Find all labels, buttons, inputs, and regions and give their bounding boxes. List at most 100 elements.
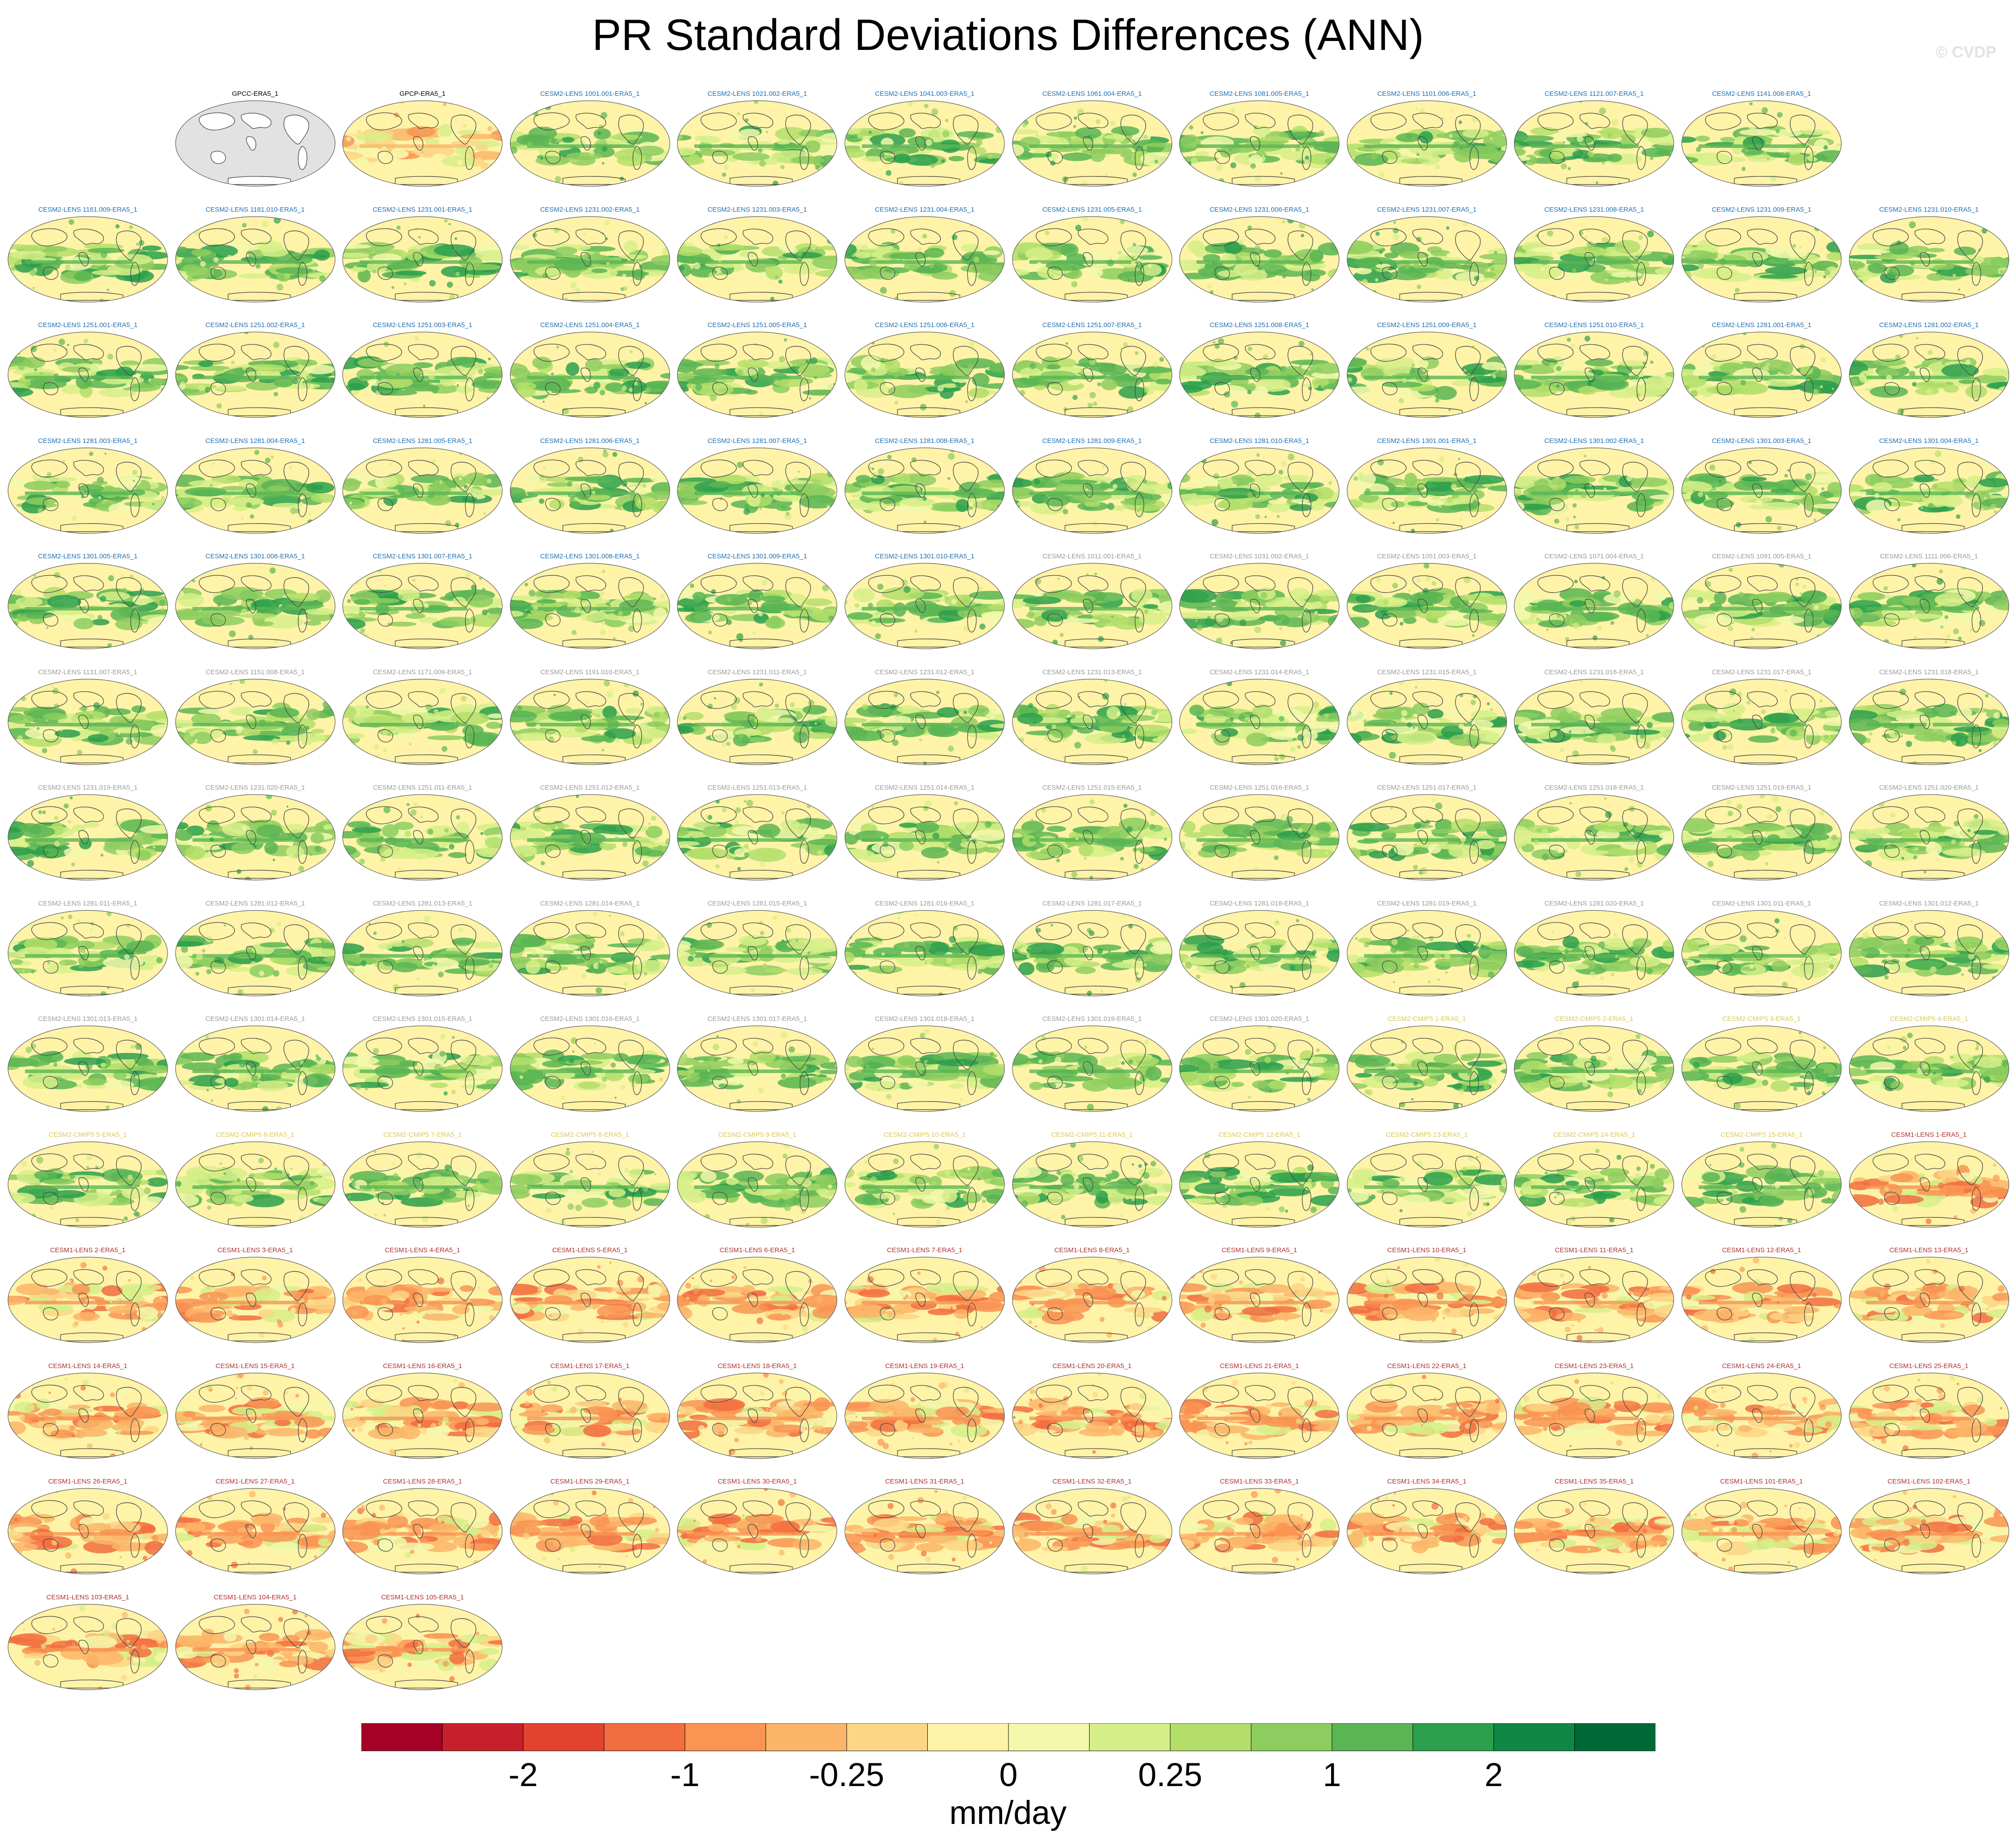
map-panel: CESM2-LENS 1301.010-ERA5_1 bbox=[844, 553, 1012, 664]
map-panel-title: CESM1-LENS 22-ERA5_1 bbox=[1387, 1362, 1467, 1370]
map-panel-title: CESM2-CMIP5 7-ERA5_1 bbox=[383, 1131, 462, 1139]
map-panel-title: CESM2-CMIP5 10-ERA5_1 bbox=[883, 1131, 966, 1139]
map-panel-plot bbox=[175, 1488, 336, 1574]
colorbar-swatch bbox=[1089, 1723, 1171, 1751]
map-panel-plot bbox=[1347, 332, 1507, 418]
map-panel: CESM1-LENS 103-ERA5_1 bbox=[7, 1594, 175, 1705]
map-panel-plot bbox=[844, 563, 1005, 649]
map-panel-plot bbox=[342, 910, 503, 996]
map-panel: CESM2-CMIP5 10-ERA5_1 bbox=[844, 1131, 1012, 1242]
map-panel: CESM2-LENS 1301.020-ERA5_1 bbox=[1179, 1015, 1346, 1127]
map-panel: CESM2-LENS 1251.007-ERA5_1 bbox=[1012, 321, 1179, 433]
map-panel-title: CESM1-LENS 104-ERA5_1 bbox=[213, 1593, 297, 1601]
map-panel-title: CESM1-LENS 103-ERA5_1 bbox=[46, 1593, 129, 1601]
map-panel-plot bbox=[8, 1141, 168, 1228]
map-panel: CESM2-LENS 1231.012-ERA5_1 bbox=[844, 668, 1012, 780]
map-panel-title: CESM2-LENS 1301.013-ERA5_1 bbox=[38, 1015, 138, 1023]
map-panel: CESM1-LENS 24-ERA5_1 bbox=[1681, 1362, 1848, 1474]
map-panel: CESM2-LENS 1251.016-ERA5_1 bbox=[1179, 784, 1346, 895]
map-panel-plot bbox=[342, 1603, 503, 1690]
map-panel-plot bbox=[1347, 1488, 1507, 1574]
colorbar-swatch bbox=[1574, 1723, 1655, 1751]
map-panel: CESM2-CMIP5 13-ERA5_1 bbox=[1346, 1131, 1514, 1242]
map-panel-title: CESM2-LENS 1251.013-ERA5_1 bbox=[707, 784, 807, 791]
map-panel-plot bbox=[1514, 910, 1674, 996]
colorbar-swatch bbox=[523, 1723, 605, 1751]
map-panel: CESM2-LENS 1231.013-ERA5_1 bbox=[1012, 668, 1179, 780]
map-panel: CESM2-LENS 1251.019-ERA5_1 bbox=[1681, 784, 1848, 895]
map-panel-title: CESM2-LENS 1251.015-ERA5_1 bbox=[1042, 784, 1142, 791]
map-panel-title: CESM2-LENS 1281.007-ERA5_1 bbox=[707, 437, 807, 445]
map-panel-title: CESM2-LENS 1231.003-ERA5_1 bbox=[707, 205, 807, 213]
map-panel-title: CESM2-CMIP5 1-ERA5_1 bbox=[1387, 1015, 1466, 1023]
map-panel-title: CESM1-LENS 28-ERA5_1 bbox=[383, 1478, 462, 1485]
map-panel: CESM2-LENS 1281.008-ERA5_1 bbox=[844, 437, 1012, 549]
map-panel-title: CESM2-LENS 1301.017-ERA5_1 bbox=[707, 1015, 807, 1023]
map-panel: CESM1-LENS 18-ERA5_1 bbox=[676, 1362, 844, 1474]
map-panel-plot bbox=[1347, 447, 1507, 534]
map-panel-plot bbox=[1681, 678, 1842, 765]
map-panel-plot bbox=[1347, 1141, 1507, 1228]
map-panel: CESM2-CMIP5 15-ERA5_1 bbox=[1681, 1131, 1848, 1242]
map-panel: CESM2-LENS 1111.006-ERA5_1 bbox=[1848, 553, 2016, 664]
colorbar bbox=[361, 1723, 1655, 1751]
map-panel-plot bbox=[175, 1025, 336, 1112]
map-panel-title: CESM2-LENS 1301.008-ERA5_1 bbox=[540, 553, 640, 560]
map-panel-plot bbox=[1012, 1257, 1172, 1343]
map-panel-plot bbox=[1347, 216, 1507, 303]
map-panel-plot bbox=[1012, 563, 1172, 649]
map-panel: CESM2-LENS 1231.009-ERA5_1 bbox=[1681, 206, 1848, 317]
map-panel-title: CESM1-LENS 9-ERA5_1 bbox=[1221, 1246, 1297, 1254]
map-panel-plot bbox=[1848, 678, 2009, 765]
colorbar-swatch bbox=[361, 1723, 443, 1751]
map-panel-title: CESM2-LENS 1231.019-ERA5_1 bbox=[38, 784, 138, 791]
map-panel-plot bbox=[175, 1603, 336, 1690]
map-panel: CESM2-LENS 1021.002-ERA5_1 bbox=[676, 90, 844, 201]
map-panel-plot bbox=[1514, 1372, 1674, 1459]
map-panel-plot bbox=[8, 1372, 168, 1459]
map-panel-title: CESM2-LENS 1281.002-ERA5_1 bbox=[1879, 321, 1979, 329]
map-panel-plot bbox=[1681, 563, 1842, 649]
map-panel-plot bbox=[510, 794, 670, 881]
map-panel-title: CESM2-LENS 1121.007-ERA5_1 bbox=[1545, 90, 1644, 98]
map-panel-plot bbox=[1012, 1025, 1172, 1112]
map-panel-title: GPCC-ERA5_1 bbox=[232, 90, 279, 98]
map-panel-plot bbox=[1848, 563, 2009, 649]
map-panel-title: CESM1-LENS 1-ERA5_1 bbox=[1891, 1131, 1967, 1139]
map-panel-plot bbox=[1179, 794, 1340, 881]
map-panel-title: CESM1-LENS 19-ERA5_1 bbox=[885, 1362, 964, 1370]
map-panel-title: CESM2-LENS 1281.006-ERA5_1 bbox=[540, 437, 640, 445]
map-panel: CESM2-LENS 1061.004-ERA5_1 bbox=[1012, 90, 1179, 201]
map-panel-plot bbox=[1347, 1372, 1507, 1459]
map-panel-title: CESM1-LENS 17-ERA5_1 bbox=[550, 1362, 630, 1370]
map-panel: CESM2-LENS 1161.009-ERA5_1 bbox=[7, 206, 175, 317]
map-panel-title: CESM2-LENS 1231.005-ERA5_1 bbox=[1042, 205, 1142, 213]
map-panel-title: CESM2-CMIP5 9-ERA5_1 bbox=[718, 1131, 797, 1139]
map-panel-title: CESM2-LENS 1131.007-ERA5_1 bbox=[38, 668, 138, 676]
map-panel-title: CESM1-LENS 2-ERA5_1 bbox=[50, 1246, 126, 1254]
map-panel-title: CESM2-LENS 1301.004-ERA5_1 bbox=[1879, 437, 1979, 445]
map-panel: CESM1-LENS 17-ERA5_1 bbox=[509, 1362, 677, 1474]
map-panel-plot bbox=[342, 1141, 503, 1228]
map-panel: CESM2-LENS 1281.012-ERA5_1 bbox=[175, 900, 342, 1011]
map-panel-title: CESM1-LENS 10-ERA5_1 bbox=[1387, 1246, 1467, 1254]
map-panel-plot bbox=[844, 794, 1005, 881]
map-panel-plot bbox=[342, 1372, 503, 1459]
map-panel-title: CESM2-LENS 1231.001-ERA5_1 bbox=[373, 205, 472, 213]
map-panel-title: CESM2-LENS 1251.017-ERA5_1 bbox=[1377, 784, 1477, 791]
map-panel-plot bbox=[510, 332, 670, 418]
map-panel-plot bbox=[1681, 1141, 1842, 1228]
colorbar-swatch bbox=[927, 1723, 1009, 1751]
map-panel-title: CESM2-LENS 1231.011-ERA5_1 bbox=[708, 668, 807, 676]
map-panel: CESM1-LENS 35-ERA5_1 bbox=[1513, 1478, 1681, 1589]
colorbar-tick-label: -1 bbox=[670, 1756, 700, 1793]
map-panel-title: CESM2-LENS 1301.007-ERA5_1 bbox=[373, 553, 472, 560]
map-panel: CESM2-LENS 1181.010-ERA5_1 bbox=[175, 206, 342, 317]
map-panel-title: CESM2-LENS 1301.020-ERA5_1 bbox=[1209, 1015, 1309, 1023]
map-panel-plot bbox=[1012, 447, 1172, 534]
map-panel-title: CESM2-LENS 1301.010-ERA5_1 bbox=[875, 553, 975, 560]
map-panel-plot bbox=[1179, 447, 1340, 534]
map-panel-title: CESM1-LENS 25-ERA5_1 bbox=[1889, 1362, 1969, 1370]
map-panel: CESM2-LENS 1251.003-ERA5_1 bbox=[342, 321, 509, 433]
map-panel: CESM1-LENS 33-ERA5_1 bbox=[1179, 1478, 1346, 1589]
